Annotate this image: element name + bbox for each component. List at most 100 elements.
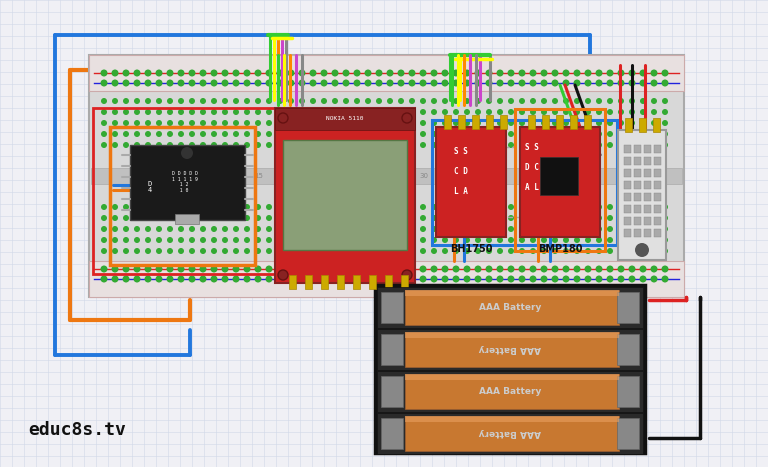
Circle shape [353, 276, 360, 283]
Circle shape [529, 79, 537, 86]
Circle shape [123, 276, 130, 283]
Circle shape [552, 248, 558, 254]
Circle shape [123, 120, 129, 126]
Circle shape [233, 70, 240, 77]
Circle shape [442, 226, 448, 232]
Circle shape [497, 98, 503, 104]
Circle shape [552, 131, 558, 137]
Circle shape [651, 142, 657, 148]
Bar [584, 115, 591, 129]
Circle shape [508, 248, 514, 254]
Circle shape [111, 276, 118, 283]
Circle shape [156, 120, 162, 126]
Bar [617, 292, 639, 323]
Circle shape [332, 266, 339, 273]
Circle shape [276, 276, 283, 283]
Bar [275, 108, 415, 283]
Bar [617, 376, 639, 407]
Circle shape [596, 237, 602, 243]
Circle shape [167, 204, 173, 210]
Circle shape [123, 248, 129, 254]
Circle shape [332, 109, 338, 115]
Circle shape [287, 276, 294, 283]
Text: S S: S S [525, 142, 539, 151]
Circle shape [442, 237, 448, 243]
Circle shape [453, 237, 459, 243]
Circle shape [156, 248, 162, 254]
Circle shape [233, 204, 239, 210]
Circle shape [101, 248, 107, 254]
Circle shape [167, 98, 173, 104]
Circle shape [167, 120, 173, 126]
Bar [405, 416, 619, 422]
Circle shape [134, 215, 140, 221]
Circle shape [332, 98, 338, 104]
Circle shape [233, 276, 240, 283]
Circle shape [255, 98, 261, 104]
Circle shape [618, 248, 624, 254]
Circle shape [111, 70, 118, 77]
Circle shape [299, 204, 305, 210]
Circle shape [629, 248, 635, 254]
Circle shape [266, 131, 272, 137]
Circle shape [651, 98, 657, 104]
Bar [654, 205, 661, 213]
Circle shape [365, 109, 371, 115]
Circle shape [266, 237, 272, 243]
Circle shape [134, 226, 140, 232]
Circle shape [200, 276, 207, 283]
Circle shape [255, 248, 261, 254]
Circle shape [485, 276, 492, 283]
Circle shape [518, 70, 525, 77]
Circle shape [299, 131, 305, 137]
Circle shape [222, 215, 228, 221]
Circle shape [167, 79, 174, 86]
Circle shape [354, 248, 360, 254]
Circle shape [387, 109, 393, 115]
Bar [93, 108, 278, 274]
Bar [283, 140, 407, 250]
Circle shape [211, 226, 217, 232]
Bar [654, 145, 661, 153]
Circle shape [255, 237, 261, 243]
Text: A L: A L [525, 183, 539, 191]
Circle shape [200, 70, 207, 77]
Circle shape [574, 131, 580, 137]
Circle shape [354, 142, 360, 148]
Circle shape [233, 120, 239, 126]
Circle shape [497, 237, 503, 243]
Circle shape [178, 142, 184, 148]
Bar [617, 418, 639, 449]
Circle shape [134, 266, 141, 273]
Circle shape [178, 120, 184, 126]
Bar [377, 287, 643, 328]
Bar [405, 290, 619, 296]
Text: 35: 35 [475, 173, 483, 179]
Circle shape [552, 237, 558, 243]
Circle shape [123, 142, 129, 148]
Circle shape [661, 79, 668, 86]
Circle shape [177, 266, 184, 273]
Circle shape [574, 248, 580, 254]
Circle shape [552, 215, 558, 221]
Circle shape [200, 120, 206, 126]
Circle shape [607, 120, 613, 126]
Circle shape [596, 226, 602, 232]
Text: 45: 45 [584, 173, 594, 179]
Bar [405, 416, 619, 451]
Circle shape [189, 120, 195, 126]
Circle shape [288, 142, 294, 148]
Circle shape [321, 204, 327, 210]
Bar [401, 275, 408, 289]
Circle shape [518, 79, 525, 86]
Circle shape [144, 276, 151, 283]
Circle shape [485, 79, 492, 86]
Circle shape [386, 70, 393, 77]
Bar [337, 275, 344, 289]
Circle shape [519, 237, 525, 243]
Bar [500, 115, 507, 129]
Circle shape [101, 237, 107, 243]
Circle shape [167, 215, 173, 221]
Circle shape [178, 98, 184, 104]
Circle shape [651, 215, 657, 221]
